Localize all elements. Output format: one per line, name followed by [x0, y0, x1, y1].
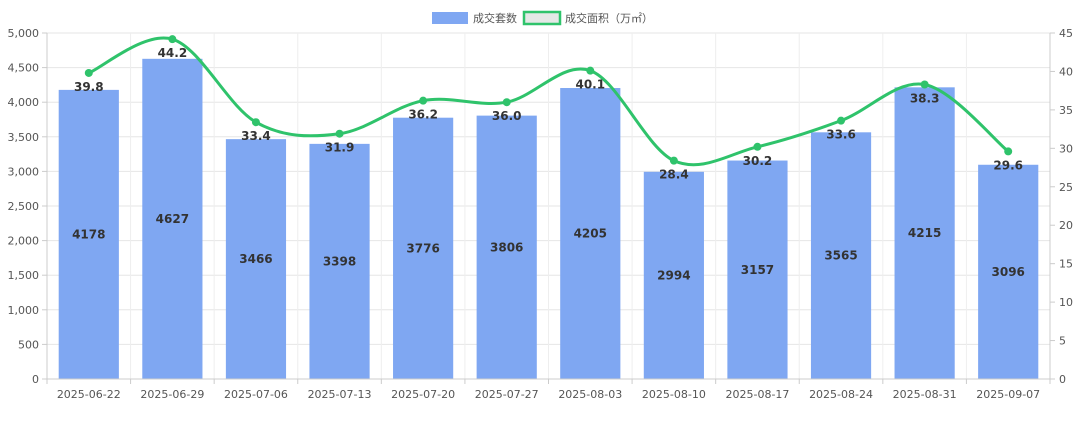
bar[interactable]: [142, 58, 203, 380]
bar[interactable]: [309, 143, 370, 379]
x-tick-label: 2025-08-03: [558, 388, 622, 401]
y-left-tick-label: 4,000: [8, 96, 40, 109]
line-point[interactable]: [920, 80, 929, 89]
legend-swatch-line[interactable]: [522, 10, 562, 26]
legend-label-line[interactable]: 成交面积（万㎡）: [565, 11, 653, 25]
line-value-label: 44.2: [158, 46, 188, 60]
legend-swatch-bar[interactable]: [432, 12, 468, 24]
y-right-tick-label: 45: [1059, 27, 1073, 40]
area-line: [88, 36, 1010, 167]
line-value-label: 38.3: [910, 92, 940, 106]
line-value-label: 30.2: [743, 154, 773, 168]
x-tick-label: 2025-06-29: [140, 388, 204, 401]
y-left-tick-label: 3,500: [8, 131, 40, 144]
line-point[interactable]: [586, 66, 595, 75]
legend-label-bar[interactable]: 成交套数: [473, 11, 517, 25]
y-right-tick-label: 5: [1059, 335, 1066, 348]
bar-value-label: 3466: [239, 252, 272, 266]
bar[interactable]: [894, 87, 955, 380]
line-value-label: 29.6: [993, 158, 1023, 172]
y-right-tick-label: 10: [1059, 296, 1073, 309]
line-value-label: 39.8: [74, 80, 104, 94]
bar[interactable]: [810, 132, 872, 379]
x-tick-label: 2025-06-22: [57, 388, 121, 401]
y-right-tick-label: 35: [1059, 104, 1073, 117]
bar[interactable]: [393, 117, 454, 379]
line-value-label: 36.2: [408, 108, 438, 122]
bar-series: [58, 58, 1039, 380]
line-value-label: 33.6: [826, 128, 856, 142]
y-right-tick-label: 20: [1059, 219, 1073, 232]
y-right-tick-label: 15: [1059, 258, 1073, 271]
x-tick-label: 2025-07-06: [224, 388, 288, 401]
x-tick-label: 2025-07-20: [391, 388, 455, 401]
data-labels: 4178 4627 3466 3398 3776 3806 4205 2994 3157 3565…: [72, 46, 1025, 282]
legend: 成交套数 成交面积（万㎡）: [432, 10, 653, 26]
y-left-tick-label: 2,000: [8, 235, 40, 248]
axes: 0 500 1,000 1,500 2,000 2,500 3,000 3,500 4,000 4…: [8, 27, 1074, 401]
line-series: [84, 35, 1013, 167]
bar-value-label: 4627: [156, 212, 189, 226]
bar[interactable]: [643, 171, 704, 379]
bar[interactable]: [58, 89, 119, 380]
y-left-tick-label: 1,000: [8, 304, 40, 317]
y-right-tick-label: 25: [1059, 181, 1073, 194]
bar[interactable]: [560, 88, 621, 379]
y-right-tick-label: 30: [1059, 142, 1073, 155]
line-point[interactable]: [669, 156, 678, 165]
y-right-tick-label: 0: [1059, 373, 1066, 386]
bar-value-label: 3806: [490, 240, 523, 254]
bar-value-label: 3565: [824, 249, 857, 263]
bar-value-label: 2994: [657, 268, 690, 282]
y-left-tick-label: 0: [32, 373, 39, 386]
y-left-tick-label: 500: [18, 338, 39, 351]
y-left-tick-label: 3,000: [8, 165, 40, 178]
line-point[interactable]: [84, 68, 93, 77]
line-point[interactable]: [753, 142, 762, 151]
bar-value-label: 3157: [741, 263, 774, 277]
y-left-tick-label: 5,000: [8, 27, 40, 40]
x-tick-label: 2025-08-31: [893, 388, 957, 401]
x-tick-label: 2025-08-24: [809, 388, 873, 401]
bar-value-label: 4215: [908, 226, 941, 240]
bar-value-label: 3398: [323, 254, 356, 268]
y-left-tick-label: 2,500: [8, 200, 40, 213]
bar-value-label: 3096: [992, 265, 1025, 279]
line-point[interactable]: [251, 118, 260, 127]
line-point[interactable]: [335, 129, 344, 138]
bar-value-label: 3776: [406, 241, 439, 255]
line-point[interactable]: [168, 35, 177, 44]
x-tick-label: 2025-09-07: [976, 388, 1040, 401]
line-value-label: 36.0: [492, 109, 522, 123]
bar-value-label: 4205: [574, 227, 607, 241]
line-point[interactable]: [837, 116, 846, 125]
x-tick-label: 2025-07-13: [308, 388, 372, 401]
bar[interactable]: [978, 164, 1039, 379]
x-tick-label: 2025-07-27: [475, 388, 539, 401]
y-right-tick-label: 40: [1059, 65, 1073, 78]
line-value-label: 33.4: [241, 129, 271, 143]
bar-value-label: 4178: [72, 227, 105, 241]
bar[interactable]: [727, 160, 788, 379]
line-value-label: 28.4: [659, 168, 689, 182]
x-tick-label: 2025-08-17: [725, 388, 789, 401]
x-tick-label: 2025-08-10: [642, 388, 706, 401]
bar[interactable]: [476, 115, 537, 379]
line-value-label: 40.1: [575, 78, 605, 92]
line-point[interactable]: [502, 98, 511, 107]
bar[interactable]: [225, 139, 287, 379]
line-point[interactable]: [419, 96, 428, 105]
line-value-label: 31.9: [325, 141, 355, 155]
y-left-tick-label: 4,500: [8, 62, 40, 75]
line-point[interactable]: [1004, 147, 1013, 156]
y-left-tick-label: 1,500: [8, 269, 40, 282]
